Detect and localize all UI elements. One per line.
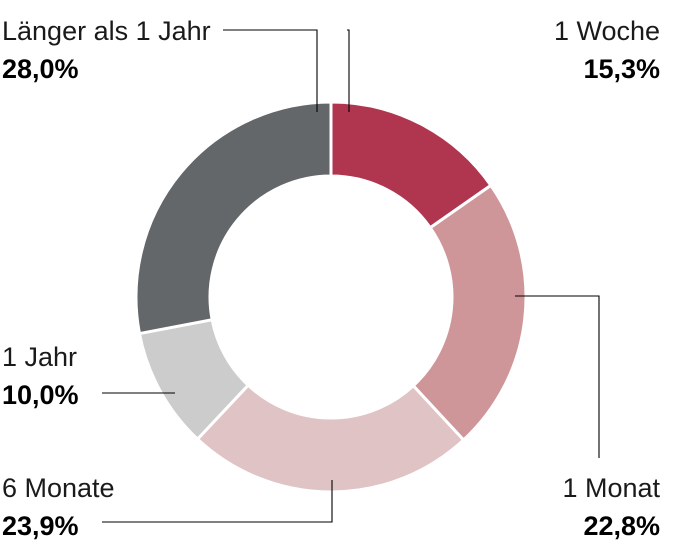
value-6-monate: 23,9% [2,511,79,541]
slice-6-monate [195,383,466,494]
slice-laenger-als-1-jahr [134,100,333,336]
leader-line-1-monat [515,295,600,458]
slice-1-monat [411,183,528,443]
slice-labels: 1 Woche 15,3% 1 Monat 22,8% 6 Monate 23,… [2,16,660,541]
value-1-monat: 22,8% [583,511,660,541]
value-1-jahr: 10,0% [2,380,79,410]
value-1-woche: 15,3% [583,54,660,84]
label-laenger-als-1-jahr: Länger als 1 Jahr [2,16,211,46]
leader-lines [102,29,600,523]
label-1-jahr: 1 Jahr [2,342,77,372]
label-6-monate: 6 Monate [2,473,115,503]
label-1-woche: 1 Woche [554,16,660,46]
leader-line-6-monate [102,480,333,523]
label-1-monat: 1 Monat [562,473,660,503]
leader-line-1-woche [347,29,350,112]
leader-line-laenger [223,29,318,112]
value-laenger-als-1-jahr: 28,0% [2,54,79,84]
donut-slices [134,100,528,494]
